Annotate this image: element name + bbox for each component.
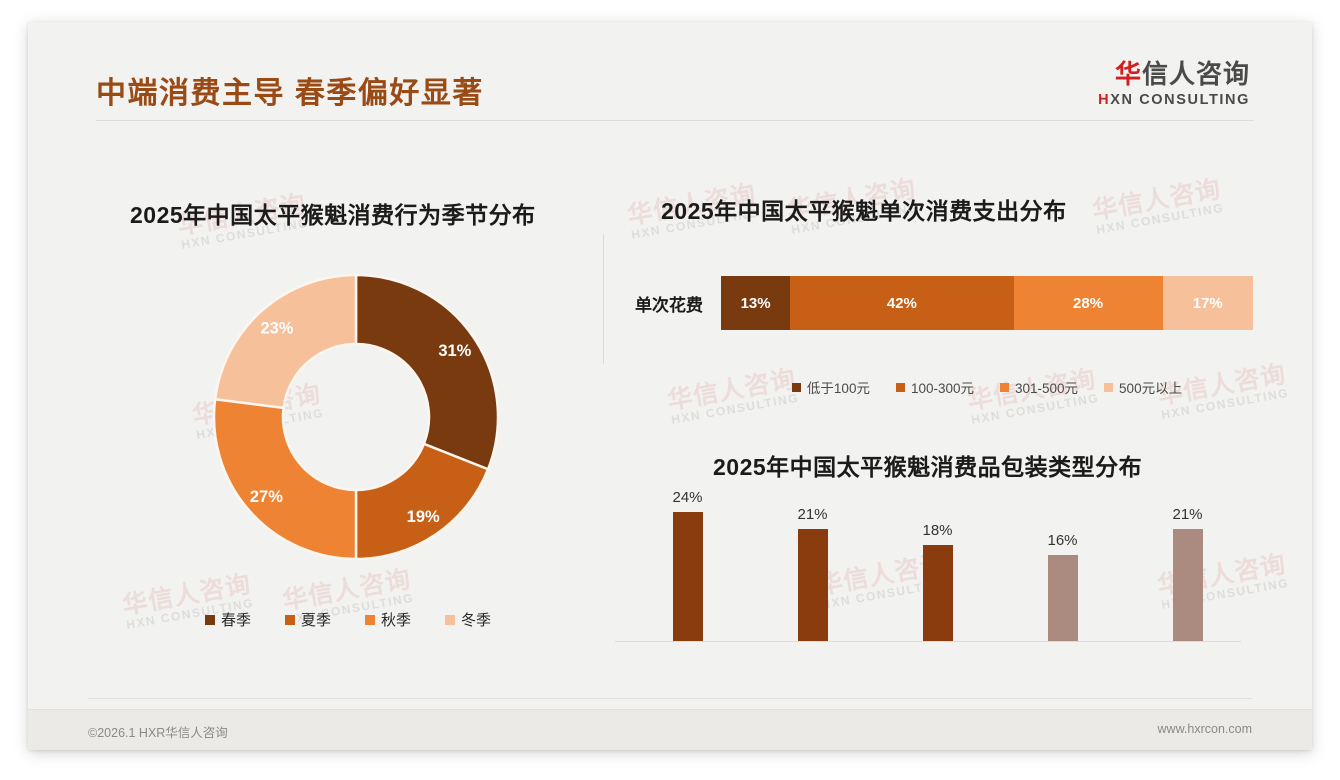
stacked-bar-category-label: 单次花费 [635, 295, 703, 315]
legend-item[interactable]: 100-300元 [895, 377, 974, 397]
packaging-type-chart: 2025年中国太平猴魁消费品包装类型分布 24%铁罐包装21%纸盒包装18%陶瓷… [603, 430, 1253, 730]
copyright-text: ©2026.1 HXR华信人咨询 [88, 726, 228, 740]
legend-label: 100-300元 [910, 381, 974, 396]
legend-label: 500元以上 [1119, 381, 1183, 396]
column-bar[interactable] [1047, 555, 1078, 641]
legend-item[interactable]: 500元以上 [1104, 377, 1182, 397]
stacked-bar-axis-line [603, 234, 604, 364]
legend-swatch-icon [445, 614, 456, 625]
column-chart-plot: 24%铁罐包装21%纸盒包装18%陶瓷罐包装16%真空袋包装21%礼盒包装 [615, 489, 1241, 730]
stacked-bar-segment[interactable]: 17% [1162, 276, 1253, 330]
stacked-bar-segment[interactable]: 13% [721, 276, 791, 330]
spend-distribution-chart: 2025年中国太平猴魁单次消费支出分布 单次花费 13% 42% 28% 17% 低于… [603, 172, 1253, 412]
legend-swatch-icon [895, 382, 905, 392]
donut-segment[interactable] [354, 442, 490, 561]
column-group: 16% [1000, 491, 1125, 641]
legend-label: 夏季 [300, 612, 331, 629]
legend-item[interactable]: 春季 [204, 609, 251, 630]
donut-segment[interactable] [212, 397, 358, 561]
legend-item[interactable]: 301-500元 [1000, 377, 1078, 397]
column-value-label: 18% [922, 521, 953, 539]
donut-chart-title: 2025年中国太平猴魁消费行为季节分布 [130, 202, 536, 228]
slide-footer: ©2026.1 HXR华信人咨询 www.hxrcon.com [28, 709, 1312, 750]
stacked-bar-legend: 低于100元 100-300元 301-500元 500元以上 [721, 377, 1253, 397]
logo-english-text: HXN CONSULTING [1098, 92, 1250, 108]
legend-swatch-icon [1104, 382, 1114, 392]
legend-label: 低于100元 [806, 381, 870, 396]
stacked-bar-track: 13% 42% 28% 17% [721, 276, 1253, 330]
page-title: 中端消费主导 春季偏好显著 [96, 77, 484, 110]
legend-label: 秋季 [381, 612, 412, 629]
column-group: 24% [625, 489, 750, 641]
donut-segment[interactable] [213, 273, 358, 410]
column-value-label: 24% [672, 489, 703, 507]
header-divider [96, 120, 1254, 121]
legend-swatch-icon [284, 614, 295, 625]
column-value-label: 21% [1172, 505, 1203, 523]
donut-graphic: 31% 19% 27% 23% [206, 267, 506, 567]
stacked-bar-row: 单次花费 13% 42% 28% 17% [603, 276, 1253, 330]
column-chart-baseline [615, 641, 1241, 642]
legend-swatch-icon [365, 614, 375, 625]
legend-item[interactable]: 低于100元 [791, 377, 870, 397]
stacked-bar-chart-title: 2025年中国太平猴魁单次消费支出分布 [661, 198, 1067, 224]
donut-segment-label: 23% [260, 319, 293, 337]
column-chart-title: 2025年中国太平猴魁消费品包装类型分布 [713, 454, 1143, 480]
donut-segment-label: 19% [407, 508, 440, 526]
legend-label: 301-500元 [1015, 381, 1079, 396]
slide-header: 中端消费主导 春季偏好显著 华信人咨询 HXN CONSULTING [28, 22, 1312, 121]
slide-canvas: 华信人咨询 HXN CONSULTING 华信人咨询 HXN CONSULTING 华信… [28, 22, 1312, 750]
legend-item[interactable]: 秋季 [365, 609, 411, 630]
column-bar[interactable] [922, 544, 953, 641]
season-distribution-chart: 2025年中国太平猴魁消费行为季节分布 31% 19% 27% 23% 春季 夏季 秋季 冬… [88, 172, 608, 672]
column-bar[interactable] [797, 528, 828, 641]
donut-svg: 31% 19% 27% 23% [212, 273, 500, 561]
legend-swatch-icon [791, 382, 801, 392]
donut-segment[interactable] [354, 273, 500, 471]
column-value-label: 16% [1047, 532, 1078, 550]
company-logo: 华信人咨询 HXN CONSULTING [1098, 59, 1250, 108]
column-group: 18% [875, 491, 1000, 641]
logo-cn-red-char: 华 [1114, 59, 1142, 89]
donut-segment-label: 27% [250, 488, 283, 506]
logo-en-rest: XN CONSULTING [1110, 91, 1250, 108]
legend-swatch-icon [204, 614, 215, 625]
column-bar[interactable] [1172, 528, 1203, 641]
donut-legend: 春季 夏季 秋季 冬季 [88, 609, 608, 630]
legend-item[interactable]: 冬季 [445, 609, 491, 630]
stacked-bar-segment[interactable]: 28% [1013, 276, 1163, 330]
donut-segment-label: 31% [438, 342, 471, 360]
column-group: 21% [1125, 491, 1250, 641]
legend-swatch-icon [1000, 382, 1009, 392]
website-url: www.hxrcon.com [1157, 722, 1252, 736]
column-bar[interactable] [672, 512, 703, 641]
logo-chinese-text: 华信人咨询 [1098, 59, 1250, 90]
footnote-divider [88, 698, 1252, 699]
legend-item[interactable]: 夏季 [284, 609, 331, 630]
column-group: 21% [750, 491, 875, 641]
logo-cn-rest: 信人咨询 [1141, 59, 1250, 89]
column-value-label: 21% [797, 505, 828, 523]
legend-label: 春季 [220, 612, 251, 629]
logo-en-red-char: H [1098, 91, 1111, 108]
stacked-bar-segment[interactable]: 42% [790, 276, 1014, 330]
legend-label: 冬季 [461, 612, 492, 629]
